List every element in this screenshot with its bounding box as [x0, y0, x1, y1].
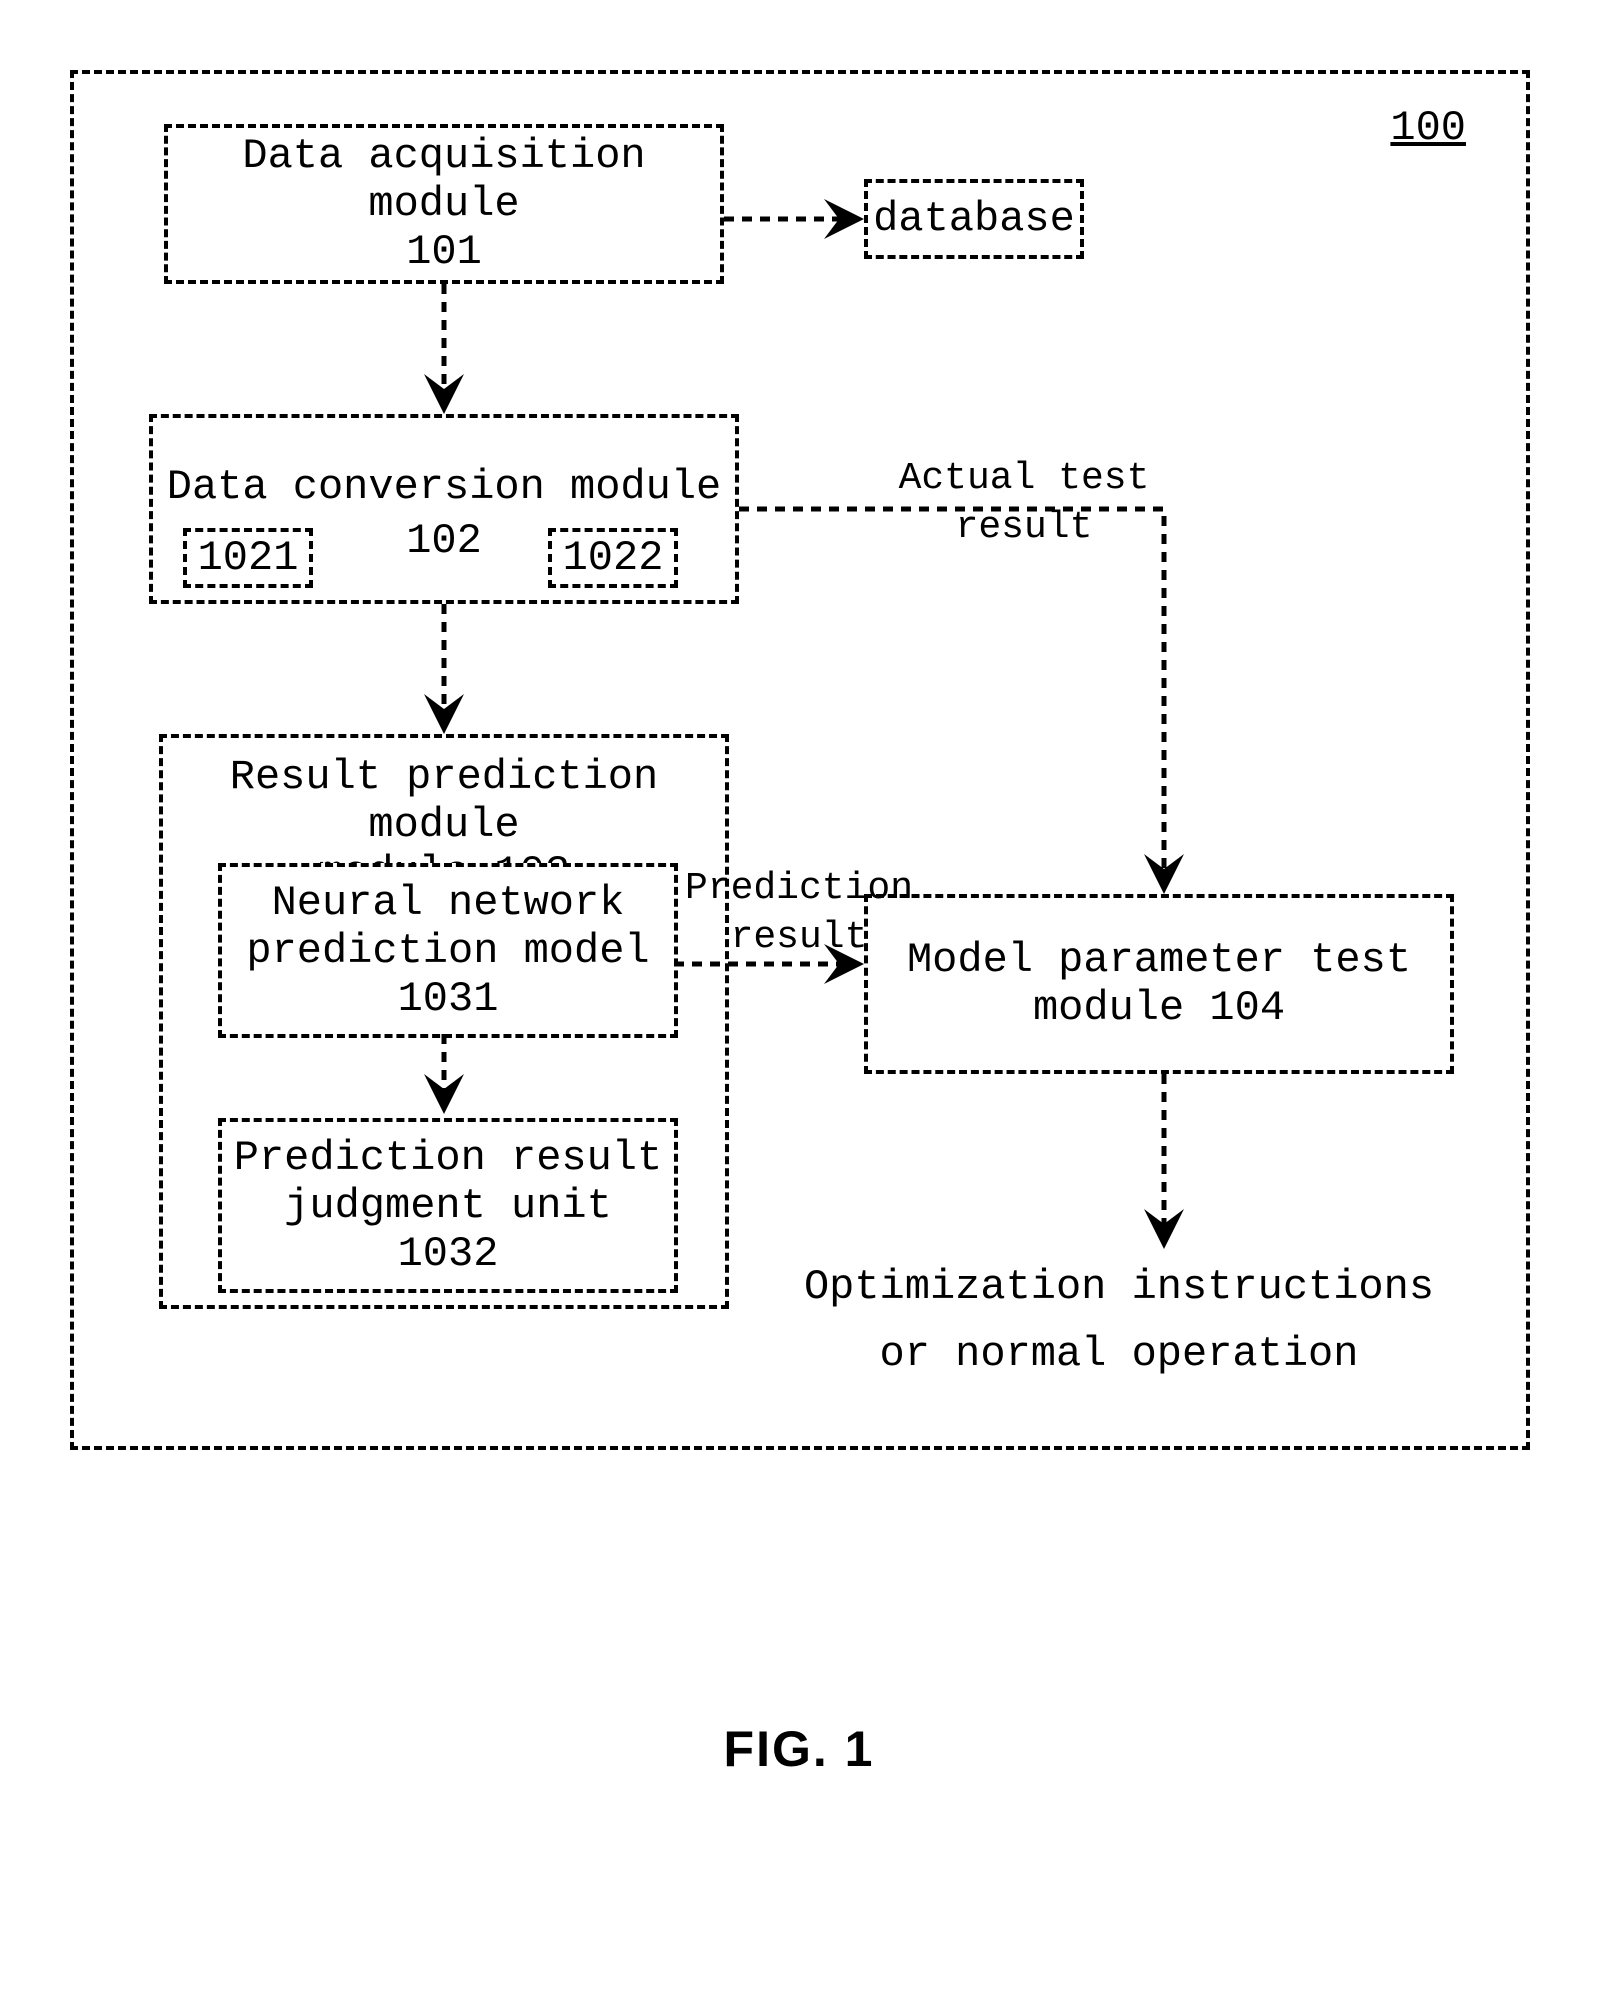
edge-label-output: Optimization instructions or normal oper… [794, 1254, 1444, 1388]
system-100-container: 100 Data acquisition module 101 database… [70, 70, 1530, 1450]
node-1032-title: Prediction result judgment unit [222, 1134, 674, 1230]
arrow-102-to-104 [739, 509, 1164, 889]
edge-label-output-l1: Optimization instructions [794, 1254, 1444, 1321]
node-database: database [864, 179, 1084, 259]
edge-label-prediction-l2: result [679, 913, 919, 962]
edge-label-actual-test: Actual test result [844, 454, 1204, 553]
node-103-title: Result prediction module [163, 753, 725, 849]
edge-label-output-l2: or normal operation [794, 1321, 1444, 1388]
figure-caption: FIG. 1 [0, 1720, 1598, 1778]
node-1031-id: 1031 [398, 975, 499, 1023]
node-1031-title: Neural network prediction model [222, 879, 674, 975]
system-id-label: 100 [1390, 104, 1466, 152]
node-1021: 1021 [183, 528, 313, 588]
node-1021-label: 1021 [198, 534, 299, 582]
node-101-title: Data acquisition module [168, 132, 720, 228]
edge-label-actual-test-l1: Actual test [844, 454, 1204, 503]
node-1022-label: 1022 [563, 534, 664, 582]
node-101-id: 101 [406, 228, 482, 276]
node-104: Model parameter test module 104 [864, 894, 1454, 1074]
edge-label-actual-test-l2: result [844, 503, 1204, 552]
node-102-title: Data conversion module [167, 463, 722, 511]
node-1032: Prediction result judgment unit 1032 [218, 1118, 678, 1293]
node-104-id: 104 [1209, 984, 1285, 1032]
node-104-title: Model parameter test module [907, 936, 1411, 1032]
node-database-title: database [873, 195, 1075, 243]
node-103: Result prediction module module 103 Neur… [159, 734, 729, 1309]
edge-label-prediction-l1: Prediction [679, 864, 919, 913]
node-1032-id: 1032 [398, 1230, 499, 1278]
node-1022: 1022 [548, 528, 678, 588]
node-102: Data conversion module 102 1021 1022 [149, 414, 739, 604]
node-101: Data acquisition module 101 [164, 124, 724, 284]
node-1031: Neural network prediction model 1031 [218, 863, 678, 1038]
node-102-id: 102 [406, 517, 482, 565]
edge-label-prediction: Prediction result [679, 864, 919, 963]
